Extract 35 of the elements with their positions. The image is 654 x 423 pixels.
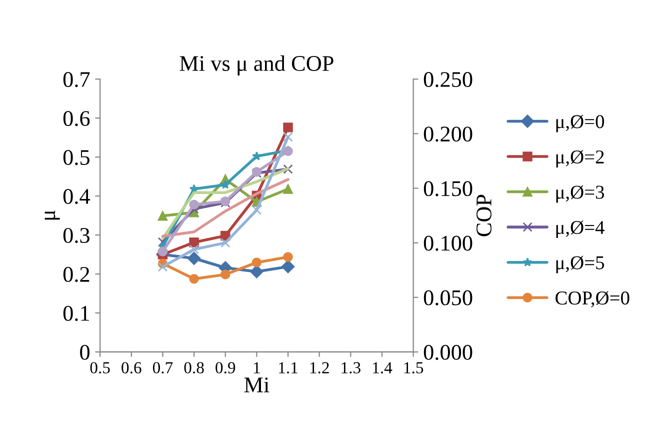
y2-tick-label: 0.000: [424, 344, 472, 360]
x-axis-title: Mi: [244, 377, 270, 392]
legend-label: μ,Ø=3: [556, 185, 604, 203]
y-tick-label: 0.1: [63, 306, 90, 321]
y2-tick-label: 0.250: [424, 72, 472, 88]
y-tick-label: 0.2: [63, 266, 90, 282]
y-tick-label: 0: [80, 344, 90, 360]
x-tick-label: 0.7: [152, 362, 173, 374]
y-tick-label: 0.5: [63, 150, 90, 166]
x-tick-label: 0.5: [90, 362, 110, 374]
x-tick-label: 1.3: [342, 362, 360, 374]
y-tick-label: 0.6: [63, 111, 90, 126]
x-tick-label: 0.9: [216, 362, 236, 374]
x-tick-label: 1: [254, 362, 260, 374]
y2-tick-label: 0.150: [424, 181, 472, 196]
legend-label: μ,Ø=4: [556, 220, 604, 238]
y2-tick-label: 0.100: [424, 236, 472, 251]
y2-axis-title: COP: [476, 194, 492, 236]
y-tick-label: 0.7: [63, 72, 90, 88]
y-tick-label: 0.4: [63, 188, 90, 204]
legend-label: μ,Ø=0: [556, 114, 604, 132]
y-tick-label: 0.3: [63, 228, 90, 244]
x-tick-label: 0.8: [184, 362, 204, 374]
x-tick-label: 1.4: [373, 362, 392, 374]
legend-label: μ,Ø=5: [556, 256, 604, 274]
x-tick-label: 1.2: [310, 362, 329, 374]
x-tick-label: 1.1: [279, 362, 298, 374]
y-axis-title: μ: [44, 210, 60, 220]
x-tick-label: 1.5: [404, 362, 424, 374]
chart-title: Mi vs μ and COP: [180, 55, 334, 76]
x-tick-label: 0.6: [122, 362, 142, 374]
legend-label: μ,Ø=2: [556, 150, 604, 168]
y2-tick-label: 0.050: [424, 290, 472, 306]
legend-label: COP,Ø=0: [556, 291, 630, 308]
y2-tick-label: 0.200: [424, 126, 472, 142]
